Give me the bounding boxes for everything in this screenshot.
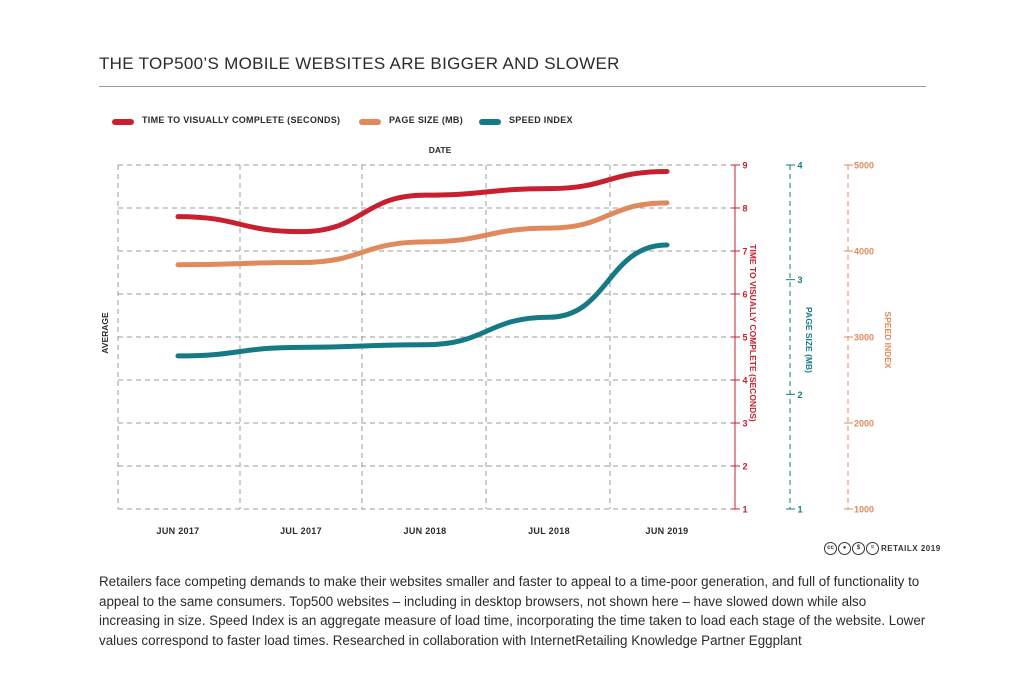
y-tick-label-time: 3 <box>742 419 747 429</box>
y-tick-label-speed: 4000 <box>854 247 874 257</box>
legend-swatch-speed <box>479 119 501 125</box>
y-tick-label-size: 3 <box>797 275 802 285</box>
nc-icon: $ <box>852 542 865 555</box>
y-axis-title: AVERAGE <box>100 312 110 354</box>
y-tick-label-time: 2 <box>742 462 747 472</box>
y-tick-label-time: 1 <box>742 505 747 515</box>
y-tick-label-speed: 5000 <box>854 161 874 171</box>
by-icon: ● <box>838 542 851 555</box>
axis-title-time: TIME TO VISUALLY COMPLETE (SECONDS) <box>748 244 758 422</box>
credit-text: RETAILX 2019 <box>881 544 941 553</box>
y-tick-label-time: 5 <box>742 333 747 343</box>
x-tick-label: JUL 2018 <box>528 526 570 536</box>
y-tick-label-speed: 2000 <box>854 419 874 429</box>
equals-icon: = <box>866 542 879 555</box>
series <box>175 168 670 359</box>
x-tick-label: JUN 2018 <box>404 526 447 536</box>
y-tick-label-time: 7 <box>742 247 747 257</box>
legend-label-size: PAGE SIZE (MB) <box>389 115 464 125</box>
series-line-size <box>175 200 670 268</box>
x-tick-label: JUL 2017 <box>280 526 322 536</box>
chart: JUN 2017 JUL 2017 JUN 2018 JUL 2018 JUN 2019… <box>100 145 893 536</box>
y-tick-label-speed: 1000 <box>854 505 874 515</box>
legend-label-time: TIME TO VISUALLY COMPLETE (SECONDS) <box>142 115 341 125</box>
x-tick-label: JUN 2017 <box>157 526 200 536</box>
axis-title-speed: SPEED INDEX <box>883 311 893 368</box>
y-tick-label-time: 9 <box>742 161 747 171</box>
chart-title: THE TOP500’S MOBILE WEBSITES ARE BIGGER … <box>99 54 620 73</box>
series-line-speed <box>175 242 670 359</box>
y-tick-label-speed: 3000 <box>854 333 874 343</box>
y-tick-label-size: 4 <box>797 161 802 171</box>
y-tick-label-time: 8 <box>742 204 747 214</box>
axis-title-size: PAGE SIZE (MB) <box>804 307 814 373</box>
legend-swatch-size <box>359 119 381 125</box>
caption: Retailers face competing demands to make… <box>99 574 926 648</box>
y-tick-label-time: 4 <box>742 376 747 386</box>
y-tick-label-size: 2 <box>797 390 802 400</box>
legend-label-speed: SPEED INDEX <box>509 115 573 125</box>
y-tick-label-time: 6 <box>742 290 747 300</box>
y-tick-label-size: 1 <box>797 505 802 515</box>
x-axis-title: DATE <box>429 145 452 155</box>
title-divider <box>99 86 926 87</box>
axes: JUN 2017 JUL 2017 JUN 2018 JUL 2018 JUN 2019… <box>100 145 893 536</box>
cc-icon: cc <box>824 542 837 555</box>
x-tick-label: JUN 2019 <box>646 526 689 536</box>
legend-swatch-time <box>112 119 134 125</box>
